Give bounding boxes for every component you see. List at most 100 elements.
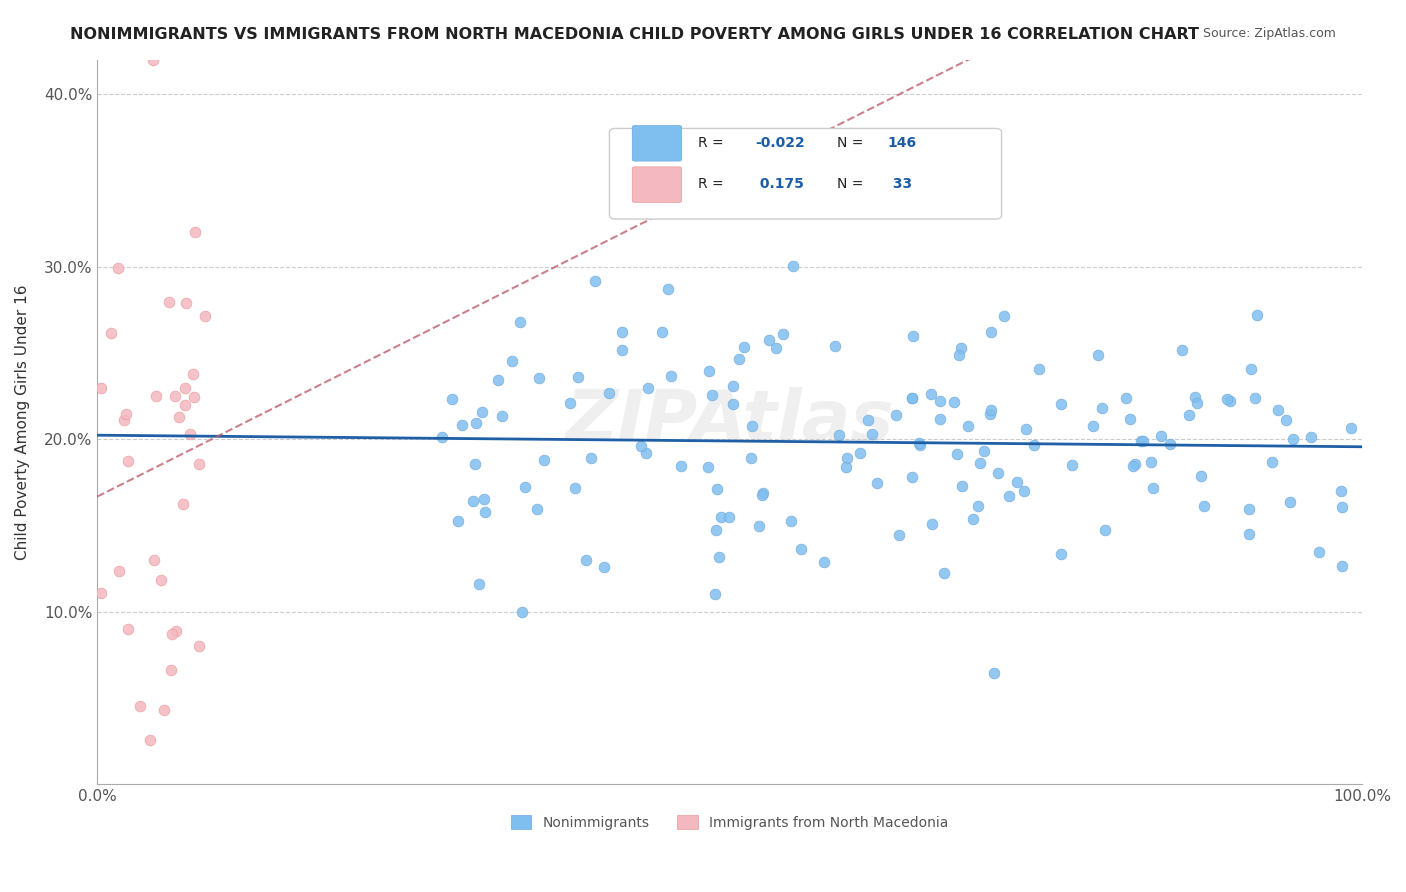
Point <box>181 367 204 381</box>
Point <box>179 427 201 442</box>
Point <box>1330 500 1353 515</box>
Point <box>921 517 943 532</box>
Point <box>733 340 755 354</box>
Point <box>1140 454 1163 468</box>
Point <box>90 381 112 395</box>
Point <box>1240 361 1263 376</box>
Point <box>1237 527 1260 541</box>
Point <box>862 427 884 442</box>
Point <box>950 479 973 493</box>
Point <box>432 430 454 444</box>
Point <box>187 639 209 653</box>
Point <box>1122 458 1144 473</box>
Point <box>1083 419 1105 434</box>
Point <box>980 403 1002 417</box>
Point <box>901 391 924 405</box>
Point <box>1219 394 1241 409</box>
Point <box>1159 436 1181 450</box>
Point <box>527 370 550 384</box>
Point <box>533 453 555 467</box>
Point <box>987 466 1010 480</box>
Point <box>637 381 659 395</box>
Point <box>575 553 598 567</box>
Point <box>928 393 950 408</box>
Point <box>969 456 991 470</box>
Text: NONIMMIGRANTS VS IMMIGRANTS FROM NORTH MACEDONIA CHILD POVERTY AMONG GIRLS UNDER: NONIMMIGRANTS VS IMMIGRANTS FROM NORTH M… <box>70 27 1199 42</box>
Point <box>1094 523 1116 537</box>
Point <box>486 374 509 388</box>
Point <box>160 664 183 678</box>
Point <box>1330 484 1353 499</box>
Point <box>752 486 775 500</box>
Text: 33: 33 <box>887 178 912 191</box>
Point <box>920 386 942 401</box>
Point <box>1299 430 1322 444</box>
Point <box>441 392 464 406</box>
Point <box>114 413 136 427</box>
Point <box>962 512 984 526</box>
Point <box>1049 547 1071 561</box>
Point <box>564 481 586 495</box>
Point <box>513 480 536 494</box>
Point <box>1087 348 1109 362</box>
Point <box>669 458 692 473</box>
Point <box>464 416 486 430</box>
Point <box>1050 397 1073 411</box>
Point <box>697 460 720 475</box>
Point <box>467 577 489 591</box>
Point <box>129 698 152 713</box>
Point <box>1150 429 1173 443</box>
Point <box>1340 420 1362 434</box>
Point <box>610 325 633 339</box>
Point <box>172 497 194 511</box>
Point <box>723 379 745 393</box>
Point <box>117 454 139 468</box>
Point <box>1185 396 1208 410</box>
Point <box>946 446 969 460</box>
Point <box>510 606 533 620</box>
FancyBboxPatch shape <box>633 167 682 202</box>
Point <box>1028 361 1050 376</box>
Point <box>447 514 470 528</box>
Point <box>1216 392 1239 406</box>
Point <box>751 488 773 502</box>
Point <box>150 573 173 587</box>
Point <box>491 409 513 424</box>
Point <box>176 295 198 310</box>
Point <box>710 509 733 524</box>
Point <box>900 391 922 405</box>
Point <box>1119 412 1142 426</box>
Point <box>980 325 1002 339</box>
Point <box>558 396 581 410</box>
Point <box>697 364 720 378</box>
Point <box>1178 408 1201 422</box>
Point <box>167 410 190 425</box>
Point <box>740 450 762 465</box>
Point <box>100 326 122 340</box>
Point <box>464 457 486 471</box>
Point <box>993 309 1015 323</box>
Point <box>866 476 889 491</box>
Point <box>1060 458 1083 472</box>
Point <box>1308 545 1330 559</box>
Point <box>813 555 835 569</box>
Point <box>1115 391 1137 405</box>
Point <box>472 492 495 507</box>
Point <box>979 407 1001 421</box>
Point <box>117 622 139 636</box>
Point <box>765 341 787 355</box>
Point <box>928 412 950 426</box>
Point <box>567 370 589 384</box>
Point <box>1267 402 1289 417</box>
Point <box>188 458 211 472</box>
Text: R =: R = <box>697 178 728 191</box>
Text: N =: N = <box>837 136 868 150</box>
Point <box>718 510 741 524</box>
Point <box>174 381 197 395</box>
Point <box>772 326 794 341</box>
Point <box>949 341 972 355</box>
Point <box>138 733 160 747</box>
Point <box>160 626 183 640</box>
Text: 146: 146 <box>887 136 917 150</box>
Point <box>165 624 187 639</box>
